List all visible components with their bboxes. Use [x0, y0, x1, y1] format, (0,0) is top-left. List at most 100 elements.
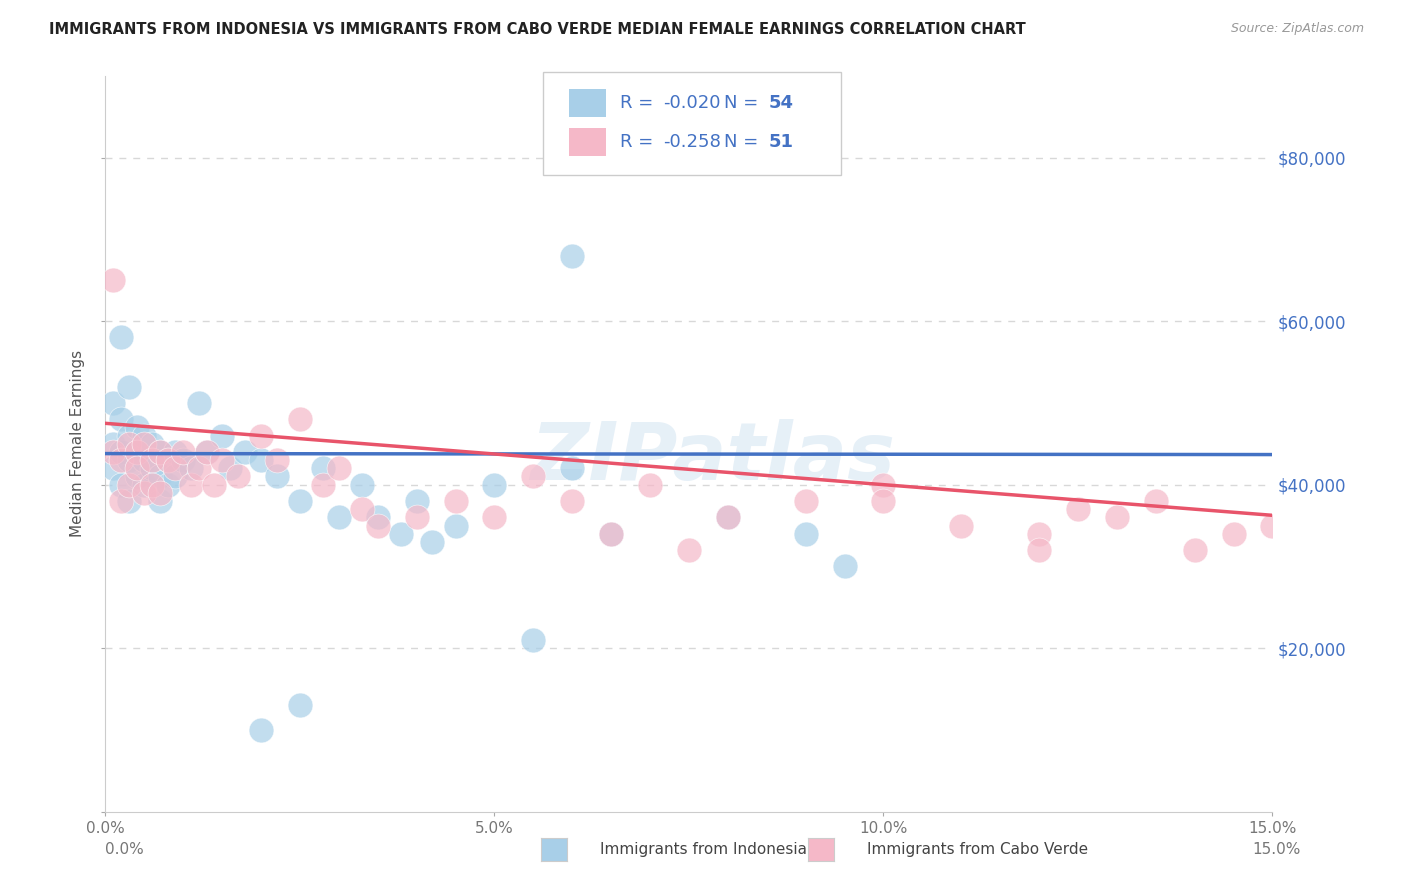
Point: [195, 445, 218, 459]
Point: [118, 436, 141, 450]
Point: [134, 428, 156, 442]
Point: [288, 698, 311, 713]
Point: [561, 494, 583, 508]
Point: [118, 453, 141, 467]
Point: [288, 494, 311, 508]
Point: [405, 510, 427, 524]
Point: [250, 723, 273, 737]
Point: [103, 273, 125, 287]
Point: [141, 461, 163, 475]
Point: [600, 526, 623, 541]
Point: [312, 477, 335, 491]
FancyBboxPatch shape: [569, 89, 606, 117]
Point: [118, 428, 141, 442]
Point: [187, 461, 209, 475]
Point: [367, 510, 389, 524]
Point: [141, 436, 163, 450]
Text: 0.0%: 0.0%: [105, 842, 145, 856]
Point: [1105, 510, 1128, 524]
Text: -0.258: -0.258: [664, 133, 721, 151]
Point: [156, 453, 179, 467]
Text: Source: ZipAtlas.com: Source: ZipAtlas.com: [1230, 22, 1364, 36]
Point: [118, 477, 141, 491]
Point: [794, 494, 817, 508]
Point: [834, 559, 856, 574]
Point: [219, 461, 242, 475]
Point: [405, 494, 427, 508]
Text: N =: N =: [724, 94, 763, 112]
Text: R =: R =: [620, 133, 659, 151]
Point: [872, 494, 894, 508]
Point: [1261, 518, 1284, 533]
Point: [794, 526, 817, 541]
Text: Immigrants from Cabo Verde: Immigrants from Cabo Verde: [866, 842, 1088, 856]
Point: [187, 396, 209, 410]
Text: ZIPatlas: ZIPatlas: [530, 419, 894, 498]
Point: [165, 445, 187, 459]
Point: [103, 445, 125, 459]
Point: [180, 477, 202, 491]
Point: [1028, 526, 1050, 541]
Text: 54: 54: [768, 94, 793, 112]
Point: [678, 543, 700, 558]
Point: [134, 485, 156, 500]
Point: [134, 436, 156, 450]
Point: [1067, 502, 1090, 516]
Point: [125, 445, 148, 459]
Point: [328, 510, 350, 524]
Point: [352, 502, 374, 516]
Point: [352, 477, 374, 491]
Point: [202, 477, 225, 491]
Point: [134, 453, 156, 467]
Point: [110, 453, 132, 467]
Point: [717, 510, 740, 524]
Point: [118, 379, 141, 393]
Point: [110, 494, 132, 508]
Point: [149, 445, 172, 459]
Point: [367, 518, 389, 533]
Point: [134, 477, 156, 491]
Point: [156, 477, 179, 491]
Text: 51: 51: [768, 133, 793, 151]
Point: [561, 461, 583, 475]
Point: [638, 477, 661, 491]
Point: [165, 461, 187, 475]
Point: [235, 445, 257, 459]
Point: [195, 445, 218, 459]
Point: [149, 485, 172, 500]
Point: [141, 453, 163, 467]
Point: [149, 469, 172, 483]
Point: [522, 469, 544, 483]
Point: [125, 420, 148, 434]
Point: [172, 453, 194, 467]
Text: R =: R =: [620, 94, 659, 112]
Point: [250, 428, 273, 442]
Point: [156, 453, 179, 467]
Point: [561, 249, 583, 263]
Text: IMMIGRANTS FROM INDONESIA VS IMMIGRANTS FROM CABO VERDE MEDIAN FEMALE EARNINGS C: IMMIGRANTS FROM INDONESIA VS IMMIGRANTS …: [49, 22, 1026, 37]
Point: [328, 461, 350, 475]
Point: [250, 453, 273, 467]
FancyBboxPatch shape: [543, 72, 841, 175]
Point: [110, 330, 132, 344]
Point: [103, 461, 125, 475]
Point: [110, 477, 132, 491]
Point: [125, 445, 148, 459]
Point: [600, 526, 623, 541]
Point: [717, 510, 740, 524]
Y-axis label: Median Female Earnings: Median Female Earnings: [70, 351, 86, 537]
Point: [389, 526, 412, 541]
Point: [444, 494, 467, 508]
Point: [484, 477, 506, 491]
Point: [110, 445, 132, 459]
Text: N =: N =: [724, 133, 763, 151]
Point: [484, 510, 506, 524]
Point: [266, 453, 288, 467]
Point: [118, 494, 141, 508]
Point: [125, 469, 148, 483]
Text: Immigrants from Indonesia: Immigrants from Indonesia: [599, 842, 807, 856]
Point: [1028, 543, 1050, 558]
Point: [522, 633, 544, 648]
Point: [420, 534, 443, 549]
Point: [1222, 526, 1244, 541]
